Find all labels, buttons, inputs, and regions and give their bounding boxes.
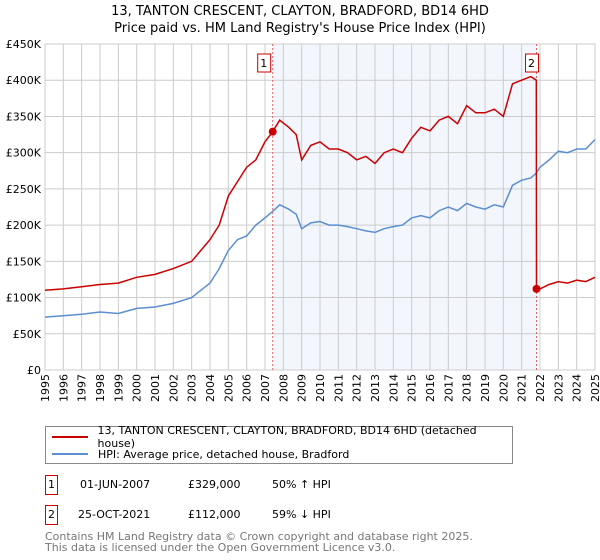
x-tick-label: 2024 xyxy=(571,374,584,402)
y-tick-label: £200K xyxy=(6,219,42,232)
sale-date: 01-JUN-2007 xyxy=(80,478,151,491)
footer-line: Contains HM Land Registry data © Crown c… xyxy=(45,530,473,543)
annotation-box xyxy=(525,53,540,73)
hpi-line xyxy=(44,139,596,318)
y-tick-label: £50K xyxy=(13,328,42,341)
legend-item-hpi: HPI: Average price, detached house, Brad… xyxy=(52,446,349,462)
x-tick-label: 2012 xyxy=(351,374,364,402)
x-tick-label: 2013 xyxy=(369,374,382,402)
sale-hpi-diff: 59% ↓ HPI xyxy=(272,508,331,521)
blue-line-swatch xyxy=(52,453,88,455)
sale-point xyxy=(268,127,277,136)
x-tick-label: 2000 xyxy=(131,374,144,402)
x-tick-label: 2018 xyxy=(461,374,474,402)
y-tick-label: £150K xyxy=(6,255,42,268)
x-tick-label: 2010 xyxy=(314,374,327,402)
x-tick-label: 2022 xyxy=(534,374,547,402)
y-tick-label: £100K xyxy=(6,292,42,305)
y-tick-label: £250K xyxy=(6,183,42,196)
sale-price: £112,000 xyxy=(188,508,241,521)
legend-label: 13, TANTON CRESCENT, CLAYTON, BRADFORD, … xyxy=(97,424,477,450)
x-tick-label: 2014 xyxy=(387,374,400,402)
x-tick-label: 1998 xyxy=(94,374,107,402)
sale-row: 2 25-OCT-2021 £112,000 59% ↓ HPI xyxy=(45,505,545,525)
y-tick-label: £300K xyxy=(6,147,42,160)
x-tick-label: 2017 xyxy=(442,374,455,402)
annotation-box xyxy=(257,53,272,73)
x-tick-label: 2001 xyxy=(149,374,162,402)
x-tick-label: 2025 xyxy=(589,374,600,402)
plot-border xyxy=(44,43,596,371)
x-tick-label: 1995 xyxy=(39,374,52,402)
annotation-label: 2 xyxy=(528,57,535,70)
chart-subtitle: Price paid vs. HM Land Registry's House … xyxy=(114,21,486,36)
legend: 13, TANTON CRESCENT, CLAYTON, BRADFORD, … xyxy=(45,424,513,464)
x-tick-label: 2007 xyxy=(259,374,272,402)
x-tick-label: 1999 xyxy=(112,374,125,402)
x-tick-label: 2011 xyxy=(332,374,345,402)
sale-point xyxy=(532,284,541,293)
sale-marker-badge: 1 xyxy=(45,475,58,495)
x-tick-label: 2006 xyxy=(241,374,254,402)
shaded-period xyxy=(272,44,537,370)
x-tick-label: 2016 xyxy=(424,374,437,402)
x-tick-label: 2004 xyxy=(204,374,217,402)
line-chart: 1995 1996 1997 1998 1999 2000 2001 2002 2003 2004… xyxy=(6,38,600,402)
legend-item-property: 13, TANTON CRESCENT, CLAYTON, BRADFORD, … xyxy=(52,424,512,450)
x-tick-label: 1997 xyxy=(76,374,89,402)
x-tick-label: 2019 xyxy=(479,374,492,402)
y-tick-label: £0 xyxy=(27,364,41,377)
legend-label: HPI: Average price, detached house, Brad… xyxy=(98,447,350,461)
x-tick-label: 2020 xyxy=(497,374,510,402)
x-tick-label: 1996 xyxy=(57,374,70,402)
sale-row: 1 01-JUN-2007 £329,000 50% ↑ HPI xyxy=(45,475,545,495)
footer-line: This data is licensed under the Open Gov… xyxy=(45,541,396,554)
y-tick-label: £350K xyxy=(6,110,42,123)
sale-price: £329,000 xyxy=(188,478,241,491)
x-tick-label: 2002 xyxy=(167,374,180,402)
sale-hpi-diff: 50% ↑ HPI xyxy=(272,478,331,491)
y-tick-label: £450K xyxy=(6,38,42,51)
x-tick-label: 2023 xyxy=(552,374,565,402)
x-tick-label: 2003 xyxy=(186,374,199,402)
x-tick-label: 2021 xyxy=(516,374,529,402)
y-tick-label: £400K xyxy=(6,74,42,87)
chart-title: 13, TANTON CRESCENT, CLAYTON, BRADFORD, … xyxy=(111,4,489,19)
annotation-label: 1 xyxy=(260,57,267,70)
sale-marker-badge: 2 xyxy=(45,505,58,525)
sale-date: 25-OCT-2021 xyxy=(78,508,151,521)
x-tick-label: 2009 xyxy=(296,374,309,402)
red-line-swatch xyxy=(52,436,88,438)
footer: Contains HM Land Registry data © Crown c… xyxy=(45,531,473,553)
property-price-line xyxy=(44,75,596,292)
x-tick-label: 2015 xyxy=(406,374,419,402)
x-tick-label: 2008 xyxy=(277,374,290,402)
x-tick-label: 2005 xyxy=(222,374,235,402)
